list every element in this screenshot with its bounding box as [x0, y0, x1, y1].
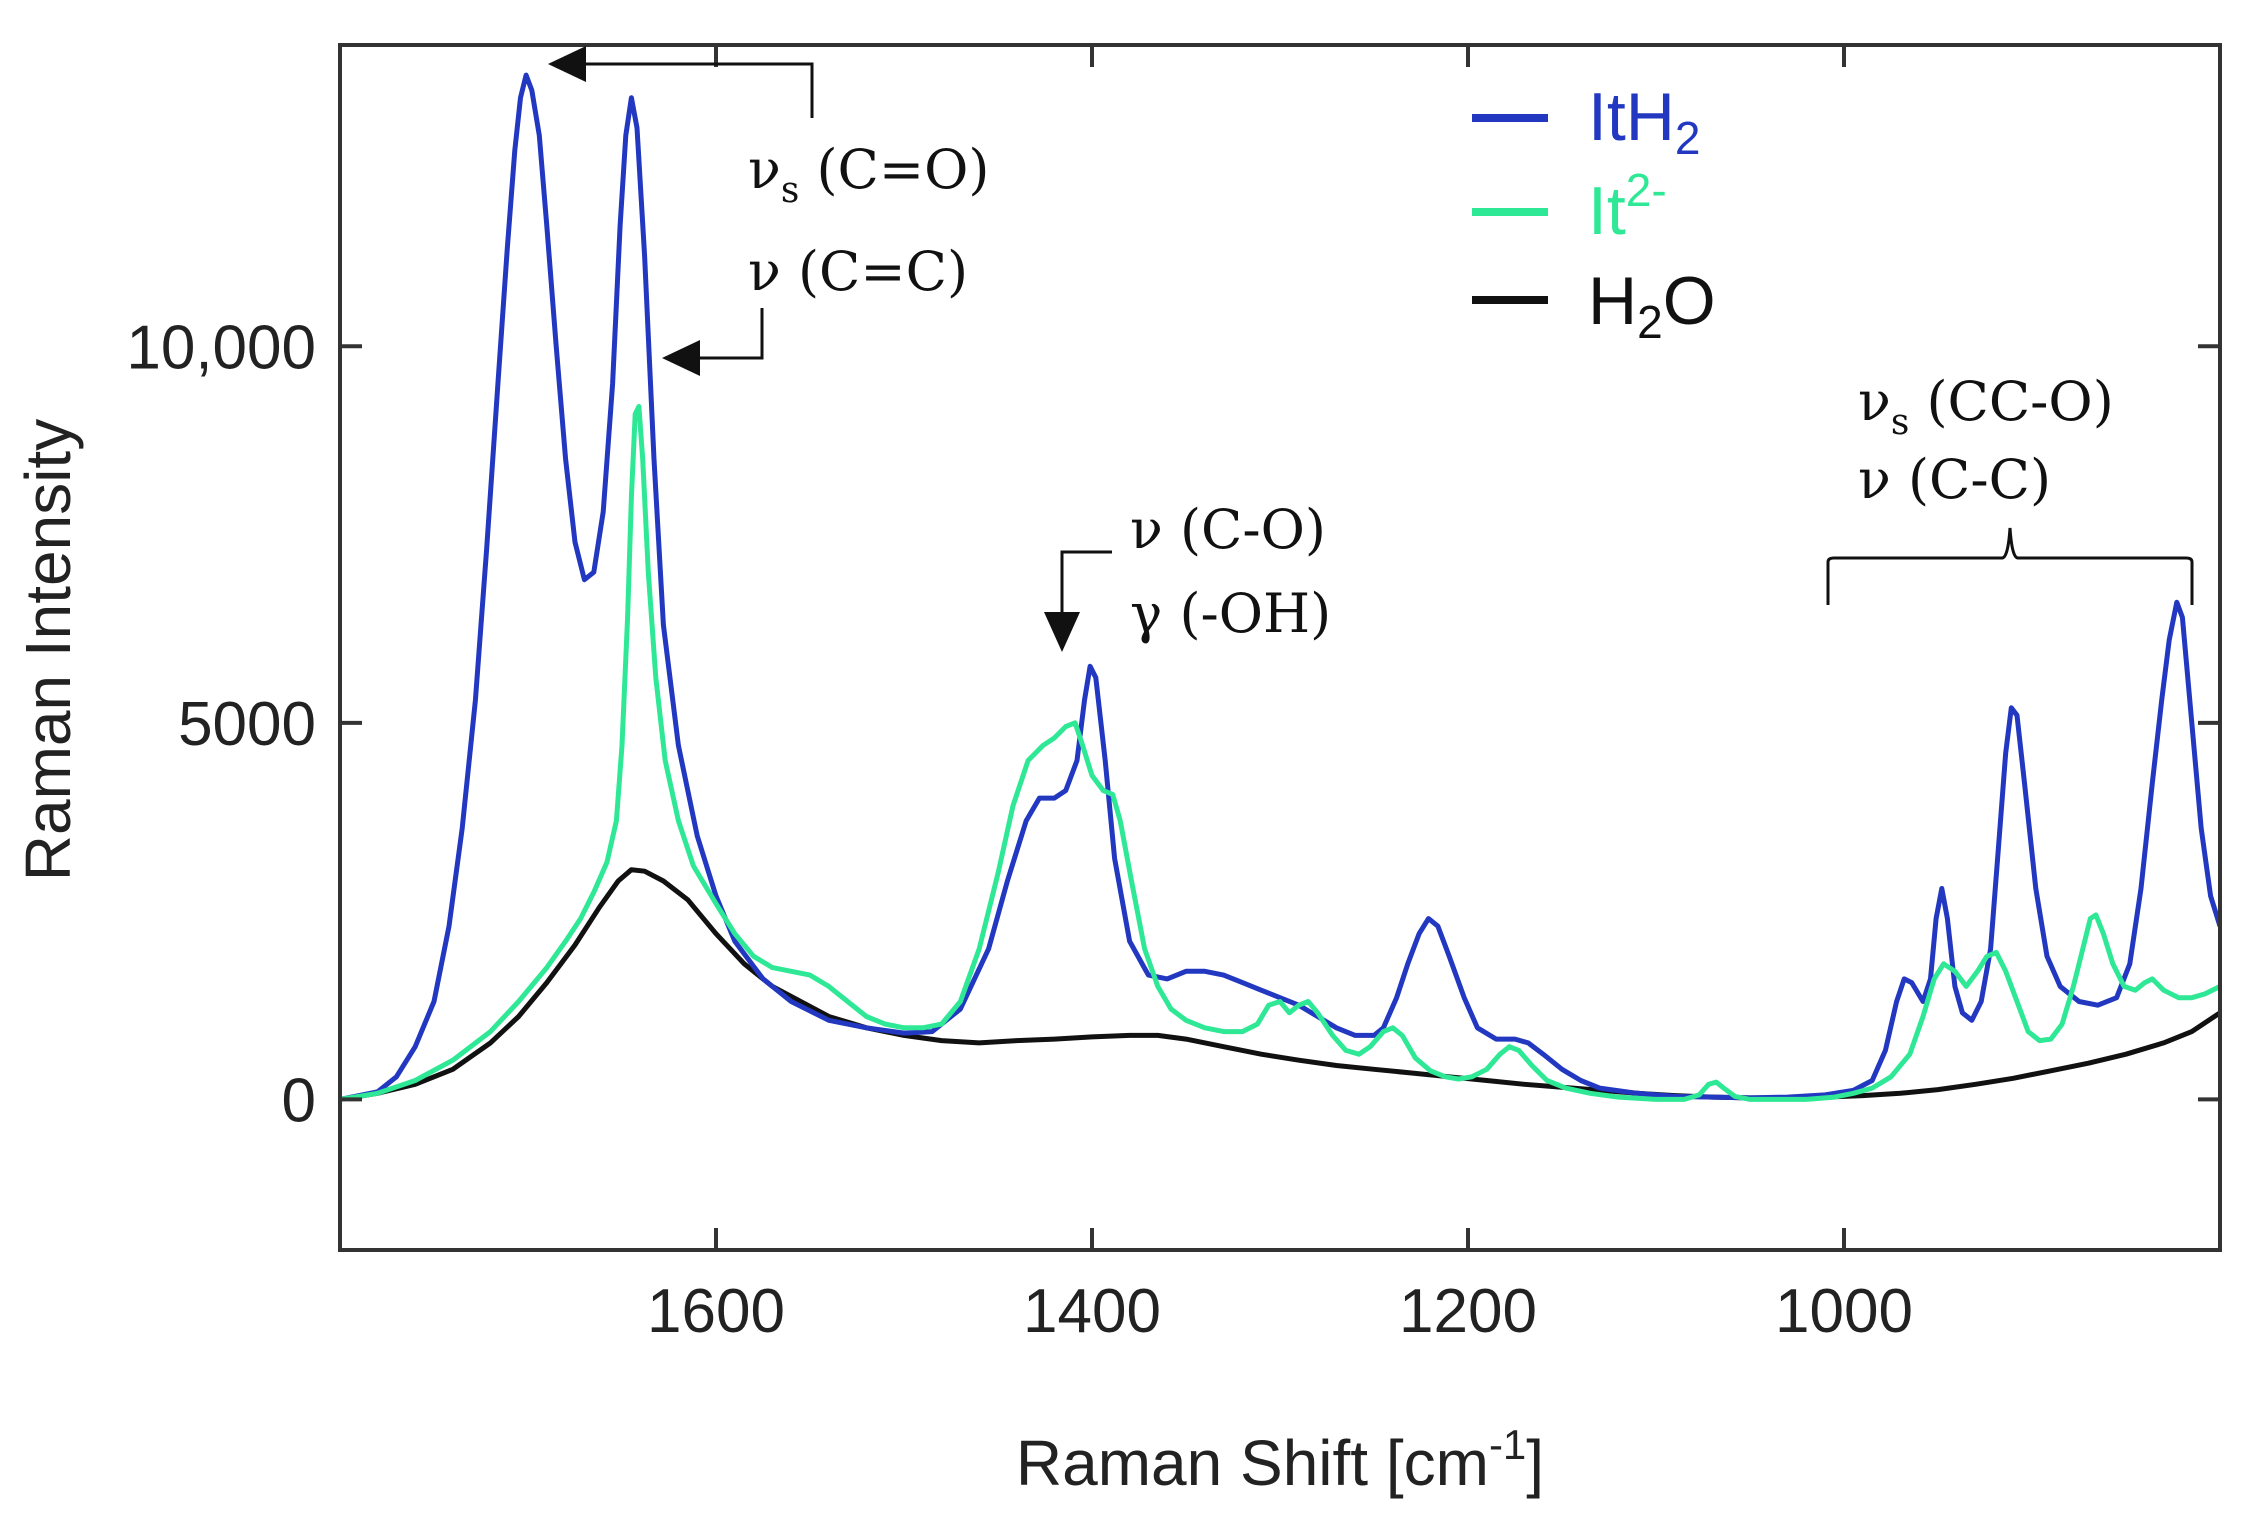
series-line-2: [340, 867, 2220, 1102]
arrow-line-c-o-stretch: [580, 62, 814, 118]
legend-label-ith2: ItH2: [1588, 79, 1701, 164]
arrowhead-c-o-bend: [1044, 612, 1080, 652]
x-tick-label-1400: 1400: [1023, 1277, 1161, 1346]
legend-label-it2: It2-: [1588, 164, 1667, 249]
legend: ItH2 It2- H2O: [1472, 79, 1716, 348]
y-tick-label-10000: 10,000: [126, 313, 316, 382]
annotation-arrowheads: [548, 46, 1080, 652]
arrowhead-c-o-stretch: [548, 46, 586, 82]
y-tick-label-5000: 5000: [178, 690, 316, 759]
arrowhead-c-c: [662, 340, 700, 376]
annotation-c-c-single: ν (C-C): [1858, 448, 2051, 511]
annotation-cc-o: νs (CC-O): [1858, 370, 2114, 443]
y-axis-title: Raman Intensity: [12, 419, 84, 881]
series-group: [340, 72, 2220, 1102]
arrow-line-c-o-bend: [1060, 550, 1112, 612]
annotation-arrows: [580, 62, 2194, 612]
x-axis-title: Raman Shift [cm-1]: [1016, 1421, 1544, 1499]
annotation-c-o-stretch: νs (C=O): [748, 138, 989, 211]
annotation-c-c: ν (C=C): [748, 240, 968, 303]
arrow-line-c-c: [700, 308, 764, 360]
annotation-c-o-bend: ν (C-O): [1130, 498, 1326, 561]
legend-label-h2o: H2O: [1588, 263, 1716, 348]
series-line-1: [340, 404, 2220, 1102]
series-line-0: [340, 72, 2220, 1102]
x-tick-label-1600: 1600: [647, 1277, 785, 1346]
axis-ticks: 1600 1400 1200 1000 0 5000 10,000: [126, 45, 2220, 1346]
bracket-cc-o: [1826, 527, 2194, 605]
x-tick-label-1000: 1000: [1775, 1277, 1913, 1346]
plot-frame: [338, 43, 2222, 1252]
x-tick-label-1200: 1200: [1399, 1277, 1537, 1346]
y-tick-label-0: 0: [282, 1066, 316, 1135]
annotation-oh: γ (-OH): [1130, 582, 1331, 645]
